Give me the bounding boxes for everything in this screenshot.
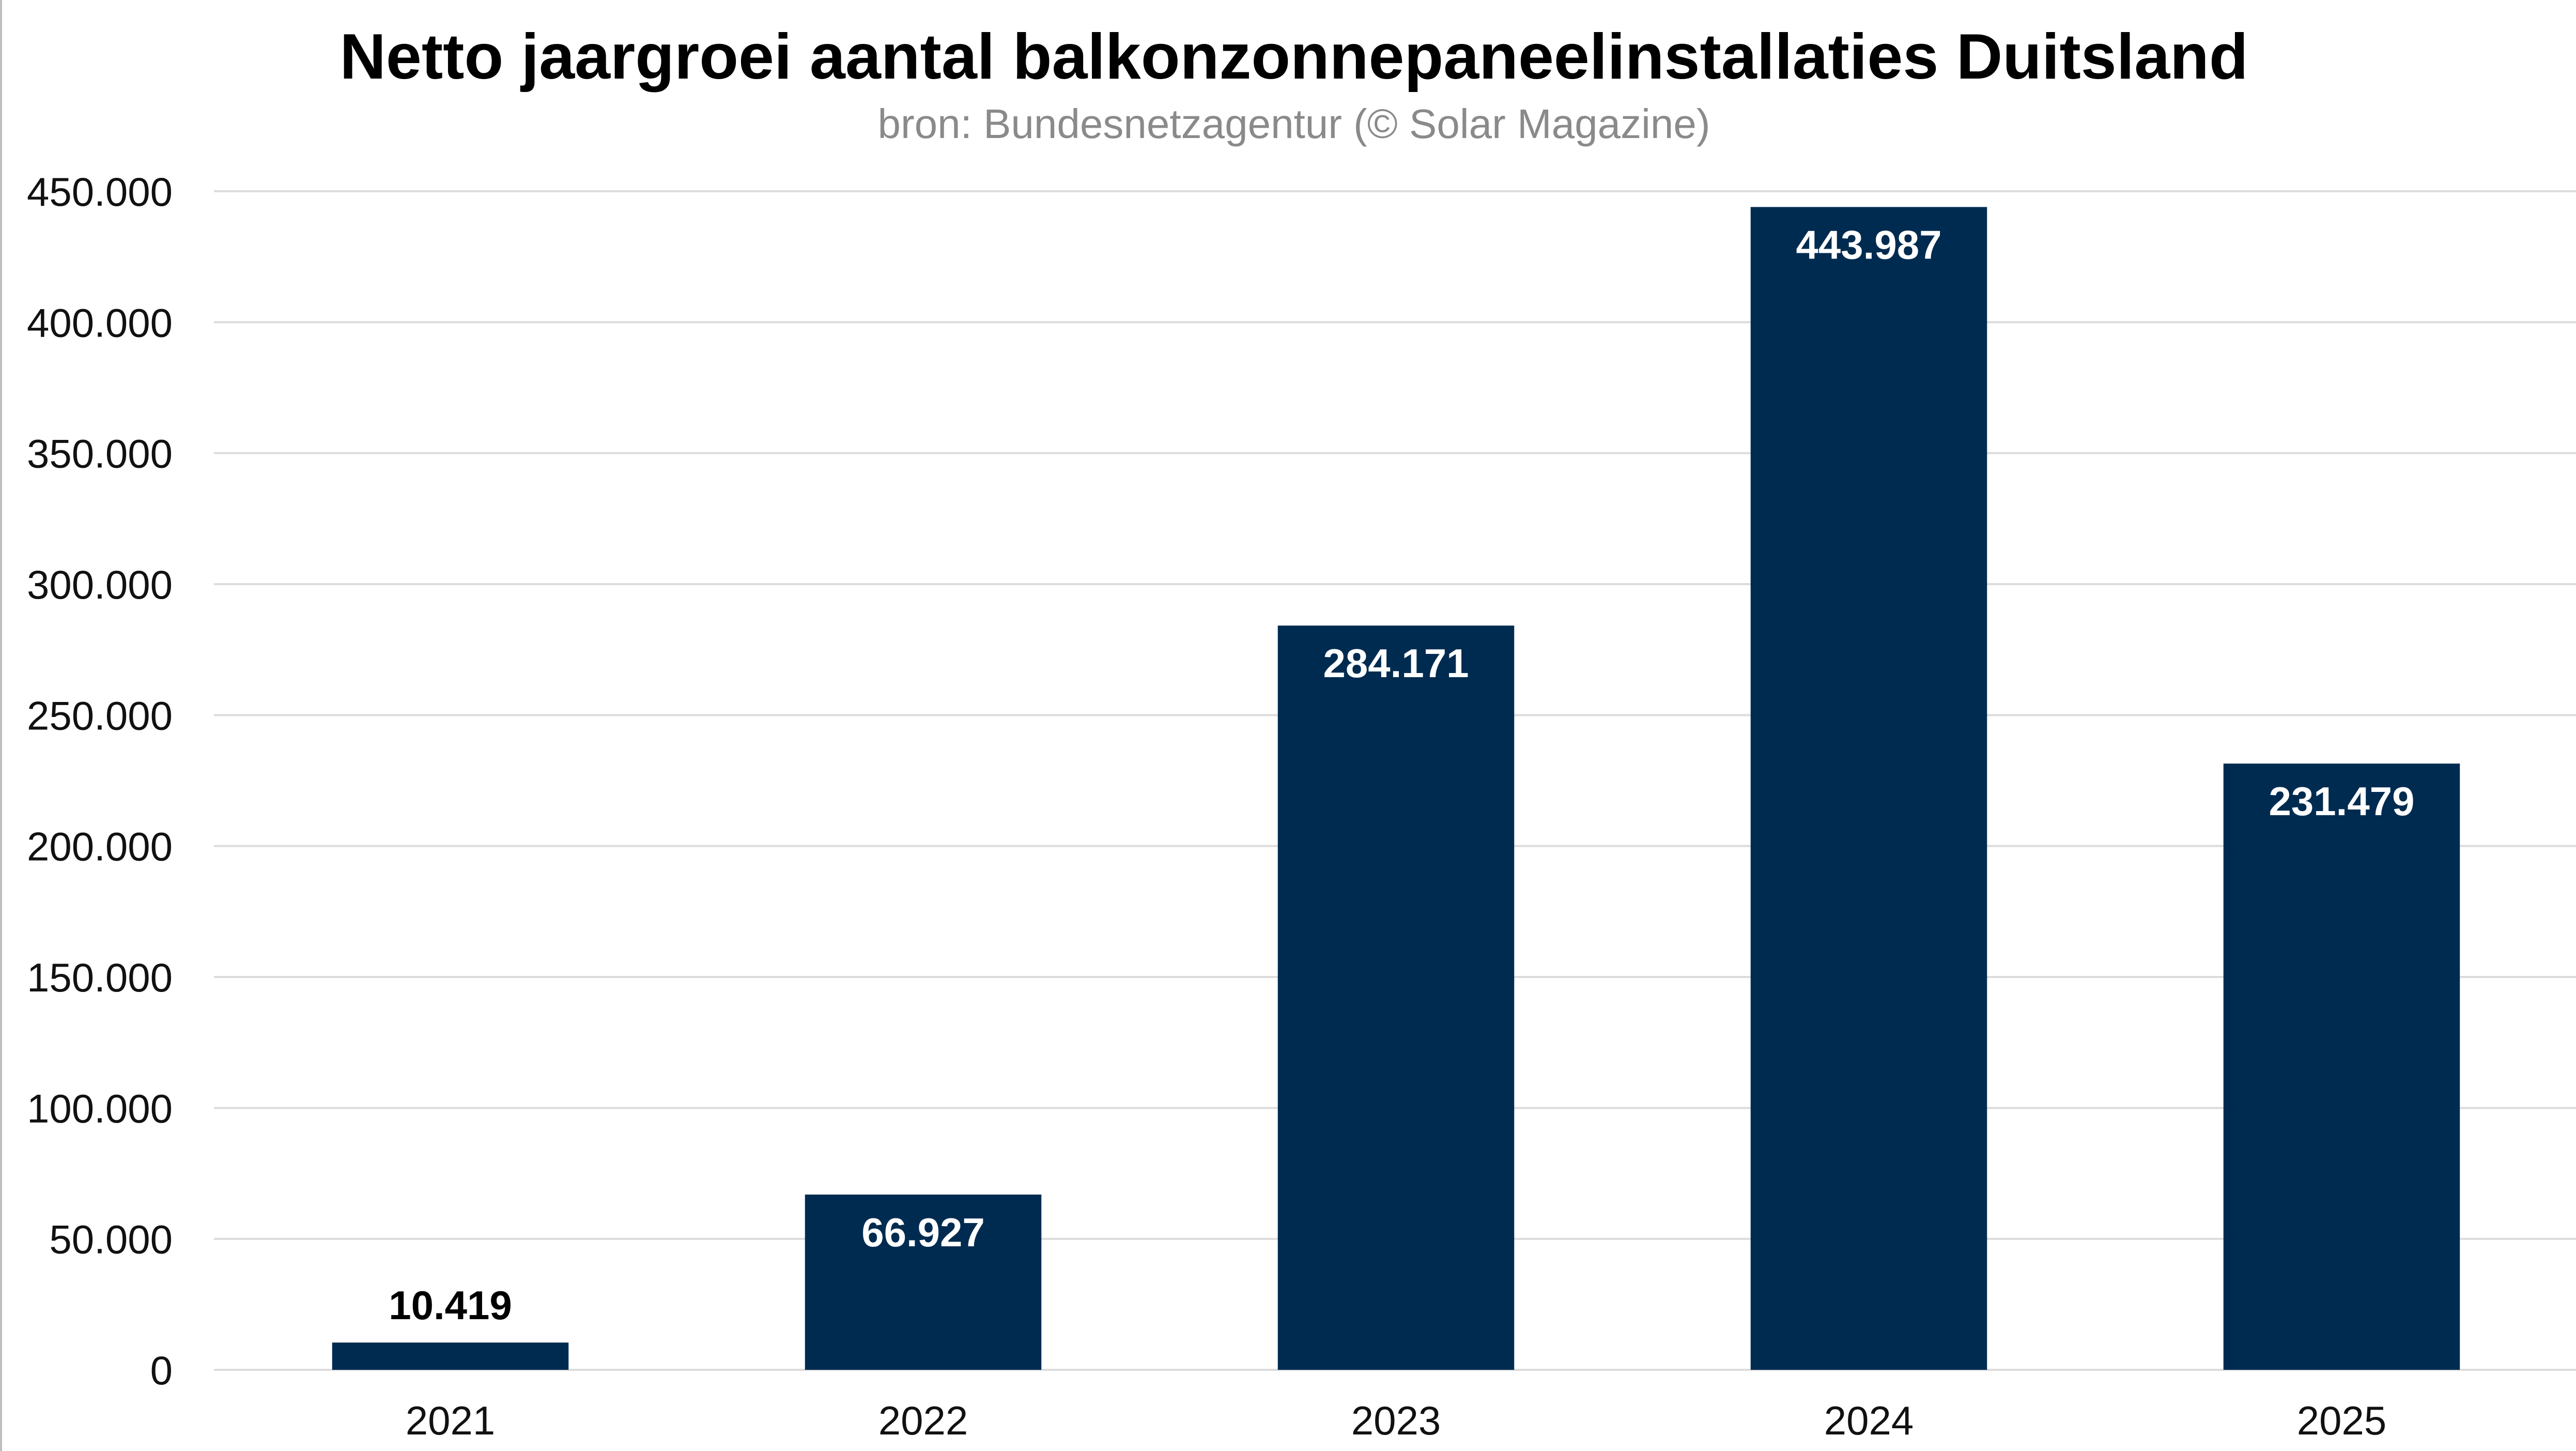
y-tick-label: 450.000 [27, 169, 173, 215]
y-axis-ticks: 0 50.000 100.000 150.000 200.000 250.000 300.0… [27, 169, 173, 1393]
bar-2022 [805, 1194, 1042, 1370]
x-tick-label: 2022 [878, 1398, 968, 1443]
y-tick-label: 300.000 [27, 562, 173, 607]
y-tick-label: 0 [150, 1348, 173, 1393]
y-tick-label: 150.000 [27, 955, 173, 1000]
y-tick-label: 100.000 [27, 1086, 173, 1131]
x-tick-label: 2021 [406, 1398, 496, 1443]
x-tick-label: 2023 [1351, 1398, 1441, 1443]
x-axis-ticks: 2021 2022 2023 2024 2025 [406, 1398, 2387, 1443]
bar-value-label: 10.419 [389, 1282, 512, 1328]
y-tick-label: 400.000 [27, 300, 173, 345]
y-tick-label: 250.000 [27, 693, 173, 738]
bar-value-label: 443.987 [1796, 222, 1942, 267]
bar-value-label: 66.927 [861, 1210, 985, 1255]
y-tick-label: 50.000 [49, 1217, 173, 1262]
chart-title: Netto jaargroei aantal balkonzonnepaneel… [340, 21, 2248, 93]
bar-value-label: 284.171 [1323, 640, 1469, 686]
y-tick-label: 350.000 [27, 431, 173, 477]
y-tick-label: 200.000 [27, 824, 173, 869]
bar-2024 [1750, 207, 1987, 1370]
x-tick-label: 2025 [2297, 1398, 2387, 1443]
bar-value-label: 231.479 [2269, 778, 2415, 824]
bar-2021 [332, 1342, 569, 1370]
x-tick-label: 2024 [1824, 1398, 1914, 1443]
bar-2025 [2223, 763, 2460, 1370]
chart-subtitle: bron: Bundesnetzagentur (© Solar Magazin… [877, 101, 1710, 147]
bar-2023 [1277, 625, 1515, 1370]
bars: 10.419 66.927 284.171 443.987 231.479 [332, 207, 2460, 1370]
